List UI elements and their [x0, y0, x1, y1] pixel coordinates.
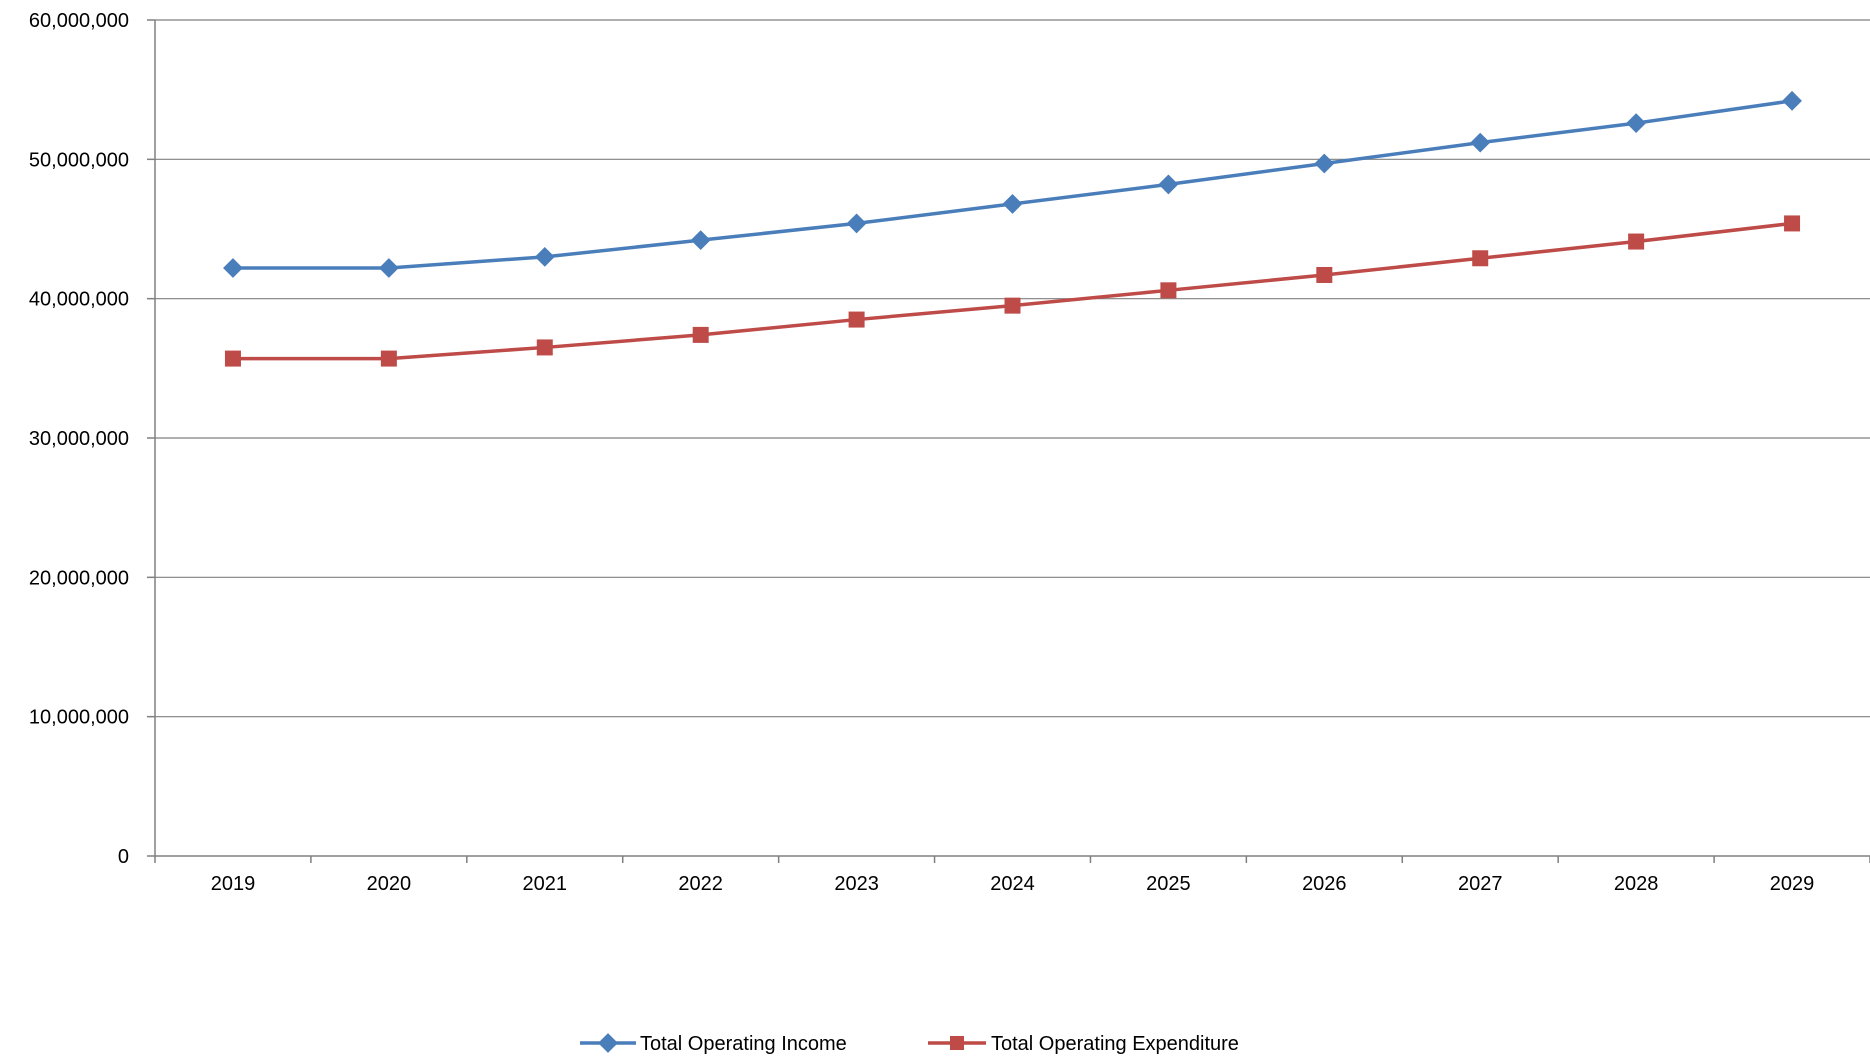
x-tick-label: 2024 — [990, 873, 1035, 895]
x-tick-label: 2020 — [367, 873, 412, 895]
legend-marker-expenditure — [950, 1036, 964, 1050]
data-point — [380, 350, 397, 367]
data-point — [536, 339, 553, 356]
legend-marker-income — [598, 1033, 618, 1053]
data-point — [1782, 90, 1802, 111]
x-tick-label: 2025 — [1146, 873, 1191, 895]
data-point — [690, 230, 711, 251]
data-point — [1628, 233, 1645, 250]
y-tick-label: 30,000,000 — [29, 428, 129, 450]
legend-item-expenditure: Total Operating Expenditure — [928, 1033, 1239, 1055]
x-tick-label: 2019 — [211, 873, 256, 895]
data-point — [378, 258, 399, 278]
y-tick-label: 60,000,000 — [29, 10, 129, 32]
legend-label-income: Total Operating Income — [640, 1033, 847, 1055]
data-point — [223, 258, 243, 278]
x-tick-label: 2022 — [678, 873, 723, 895]
x-tick-label: 2029 — [1770, 873, 1815, 895]
x-tick-label: 2021 — [523, 873, 568, 895]
x-tick-label: 2028 — [1614, 873, 1659, 895]
y-tick-label: 0 — [118, 846, 129, 868]
data-point — [1316, 266, 1333, 283]
data-point — [1314, 153, 1335, 174]
y-tick-label: 20,000,000 — [29, 567, 129, 589]
data-point — [1002, 194, 1023, 214]
data-point — [534, 246, 555, 267]
data-point — [1158, 174, 1179, 195]
series-income — [223, 90, 1802, 278]
y-tick-label: 40,000,000 — [29, 289, 129, 311]
data-point — [1160, 282, 1177, 299]
y-tick-label: 10,000,000 — [29, 707, 129, 729]
series-expenditure — [224, 215, 1801, 367]
x-tick-label: 2023 — [834, 873, 879, 895]
series-line — [232, 221, 1793, 361]
x-tick-label: 2026 — [1302, 873, 1347, 895]
legend-label-expenditure: Total Operating Expenditure — [991, 1033, 1239, 1055]
x-tick-label: 2027 — [1458, 873, 1503, 895]
data-point — [1784, 215, 1801, 232]
gridlines — [155, 19, 1870, 718]
y-tick-label: 50,000,000 — [29, 149, 129, 171]
data-point — [224, 350, 241, 367]
data-point — [1004, 297, 1021, 314]
data-point — [1626, 113, 1647, 134]
legend-item-income: Total Operating Income — [580, 1033, 847, 1055]
legend: Total Operating Income Total Operating E… — [580, 1033, 1239, 1055]
data-point — [692, 326, 709, 343]
y-axis-ticks: 0 10,000,000 20,000,000 30,000,000 40,000,00… — [29, 10, 155, 868]
series-line — [232, 99, 1793, 270]
x-axis-ticks: 2019 2020 2021 2022 2023 2024 2025 2026 2027 2028… — [154, 856, 1870, 895]
data-point — [846, 213, 867, 234]
data-point — [848, 311, 865, 328]
data-point — [1472, 250, 1489, 267]
series — [223, 90, 1802, 367]
data-point — [1470, 132, 1491, 153]
